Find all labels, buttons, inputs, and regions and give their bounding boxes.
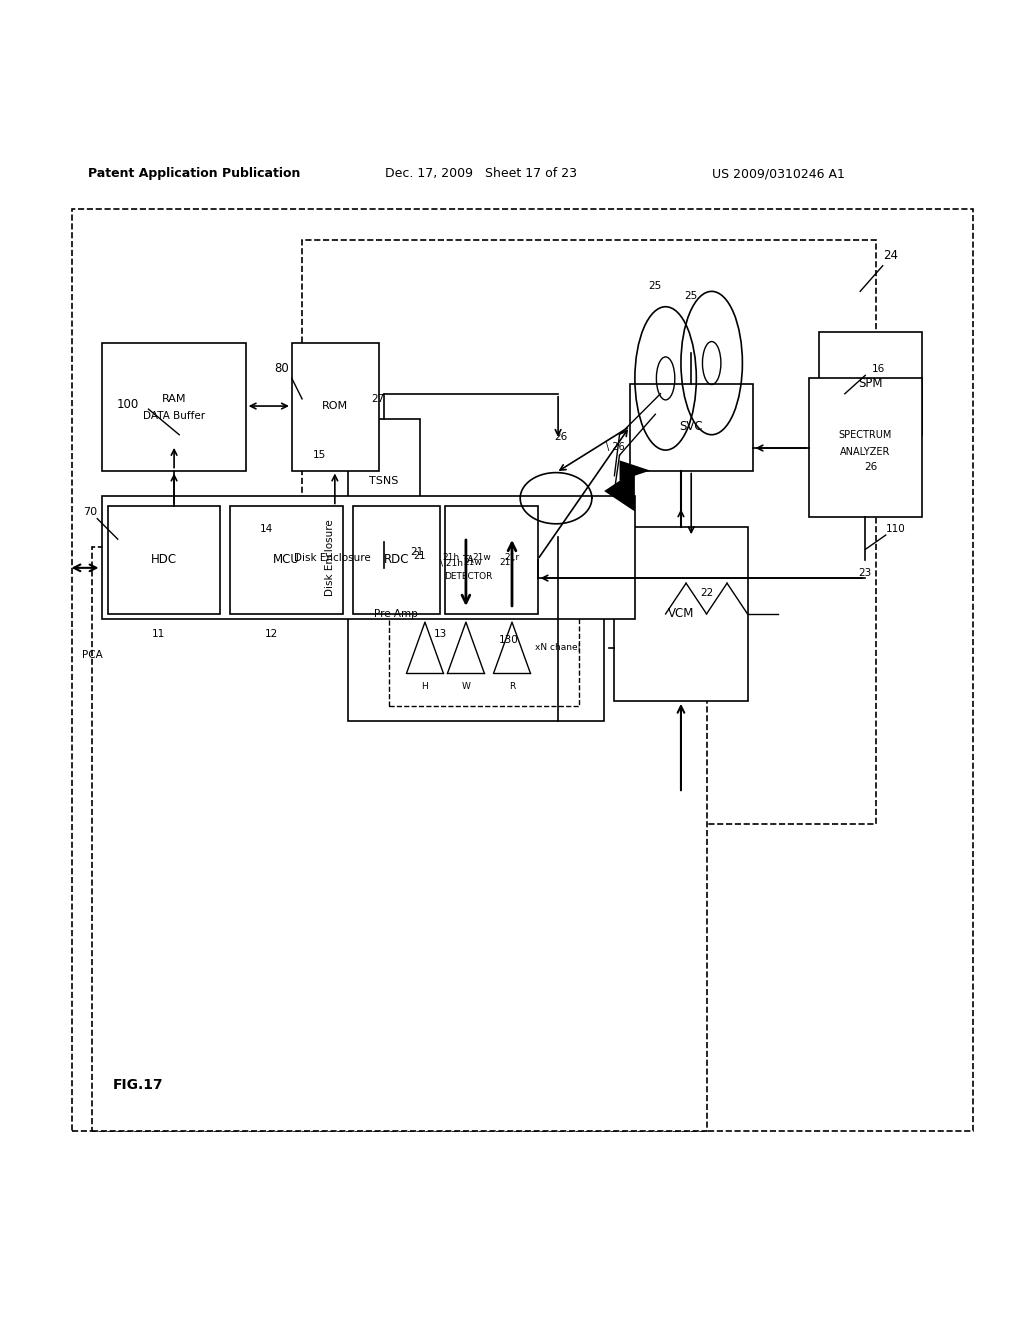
- Text: PCA: PCA: [82, 649, 102, 660]
- FancyBboxPatch shape: [353, 507, 440, 614]
- Text: Disk Enclosure: Disk Enclosure: [325, 519, 335, 595]
- Text: 26: 26: [864, 462, 877, 473]
- Text: DATA Buffer: DATA Buffer: [143, 412, 205, 421]
- Text: 25: 25: [649, 281, 662, 292]
- FancyBboxPatch shape: [102, 496, 635, 619]
- Text: xN chane|: xN chane|: [536, 643, 581, 652]
- Text: 15: 15: [313, 450, 326, 461]
- FancyBboxPatch shape: [809, 379, 922, 516]
- Text: 12: 12: [265, 630, 278, 639]
- Text: 21r: 21r: [505, 553, 519, 562]
- Text: 21r: 21r: [500, 558, 514, 568]
- Text: TA: TA: [462, 554, 474, 565]
- FancyBboxPatch shape: [819, 333, 922, 434]
- Text: Pre Amp: Pre Amp: [374, 609, 418, 619]
- FancyBboxPatch shape: [230, 507, 343, 614]
- Text: H: H: [422, 682, 428, 692]
- Text: TSNS: TSNS: [370, 475, 398, 486]
- Text: US 2009/0310246 A1: US 2009/0310246 A1: [712, 168, 845, 180]
- Text: RDC: RDC: [384, 553, 409, 566]
- Text: 21h: 21h: [442, 553, 459, 562]
- Text: 24: 24: [884, 249, 898, 261]
- FancyBboxPatch shape: [292, 343, 379, 470]
- Text: 11: 11: [153, 630, 165, 639]
- FancyBboxPatch shape: [102, 343, 246, 470]
- Text: 100: 100: [117, 397, 139, 411]
- Text: 25: 25: [685, 292, 697, 301]
- FancyBboxPatch shape: [630, 384, 753, 470]
- Text: R: R: [509, 682, 515, 692]
- FancyBboxPatch shape: [108, 507, 220, 614]
- Text: 16: 16: [872, 364, 885, 374]
- Text: W: W: [462, 682, 470, 692]
- Text: 130: 130: [499, 635, 519, 644]
- Text: RAM: RAM: [162, 393, 186, 404]
- FancyBboxPatch shape: [445, 507, 538, 614]
- Text: 70: 70: [83, 507, 97, 516]
- Text: 22: 22: [700, 589, 713, 598]
- Text: MCU: MCU: [273, 553, 300, 566]
- Text: 14: 14: [260, 524, 272, 533]
- Text: 27: 27: [371, 393, 384, 404]
- Text: 110: 110: [886, 524, 906, 533]
- Text: 21w: 21w: [472, 553, 490, 562]
- Polygon shape: [604, 470, 635, 512]
- Text: 80: 80: [274, 362, 289, 375]
- Polygon shape: [620, 461, 650, 480]
- Text: HDC: HDC: [151, 553, 177, 566]
- Text: \ 26: \ 26: [606, 442, 625, 451]
- Text: 21: 21: [411, 548, 423, 557]
- FancyBboxPatch shape: [302, 240, 876, 824]
- FancyBboxPatch shape: [72, 210, 973, 1131]
- Text: 13: 13: [434, 630, 446, 639]
- FancyBboxPatch shape: [614, 527, 748, 701]
- Text: 23: 23: [859, 568, 871, 578]
- Text: Disk Enclosure: Disk Enclosure: [295, 553, 371, 562]
- Text: 21: 21: [414, 550, 426, 561]
- Text: Patent Application Publication: Patent Application Publication: [88, 168, 301, 180]
- Text: 26: 26: [555, 432, 567, 442]
- Text: VCM: VCM: [668, 607, 694, 620]
- FancyBboxPatch shape: [92, 548, 707, 1131]
- Text: \ 21h: \ 21h: [440, 558, 463, 568]
- Text: ANALYZER: ANALYZER: [840, 447, 891, 457]
- Text: ROM: ROM: [322, 401, 348, 411]
- Text: DETECTOR: DETECTOR: [443, 572, 493, 581]
- FancyBboxPatch shape: [389, 589, 579, 706]
- Text: FIG.17: FIG.17: [113, 1078, 164, 1092]
- FancyBboxPatch shape: [348, 420, 420, 543]
- FancyBboxPatch shape: [348, 573, 604, 722]
- Text: SPECTRUM: SPECTRUM: [839, 430, 892, 440]
- Text: 21w: 21w: [464, 558, 482, 568]
- Text: Dec. 17, 2009   Sheet 17 of 23: Dec. 17, 2009 Sheet 17 of 23: [385, 168, 578, 180]
- Text: SVC: SVC: [679, 420, 703, 433]
- Text: SPM: SPM: [858, 378, 883, 389]
